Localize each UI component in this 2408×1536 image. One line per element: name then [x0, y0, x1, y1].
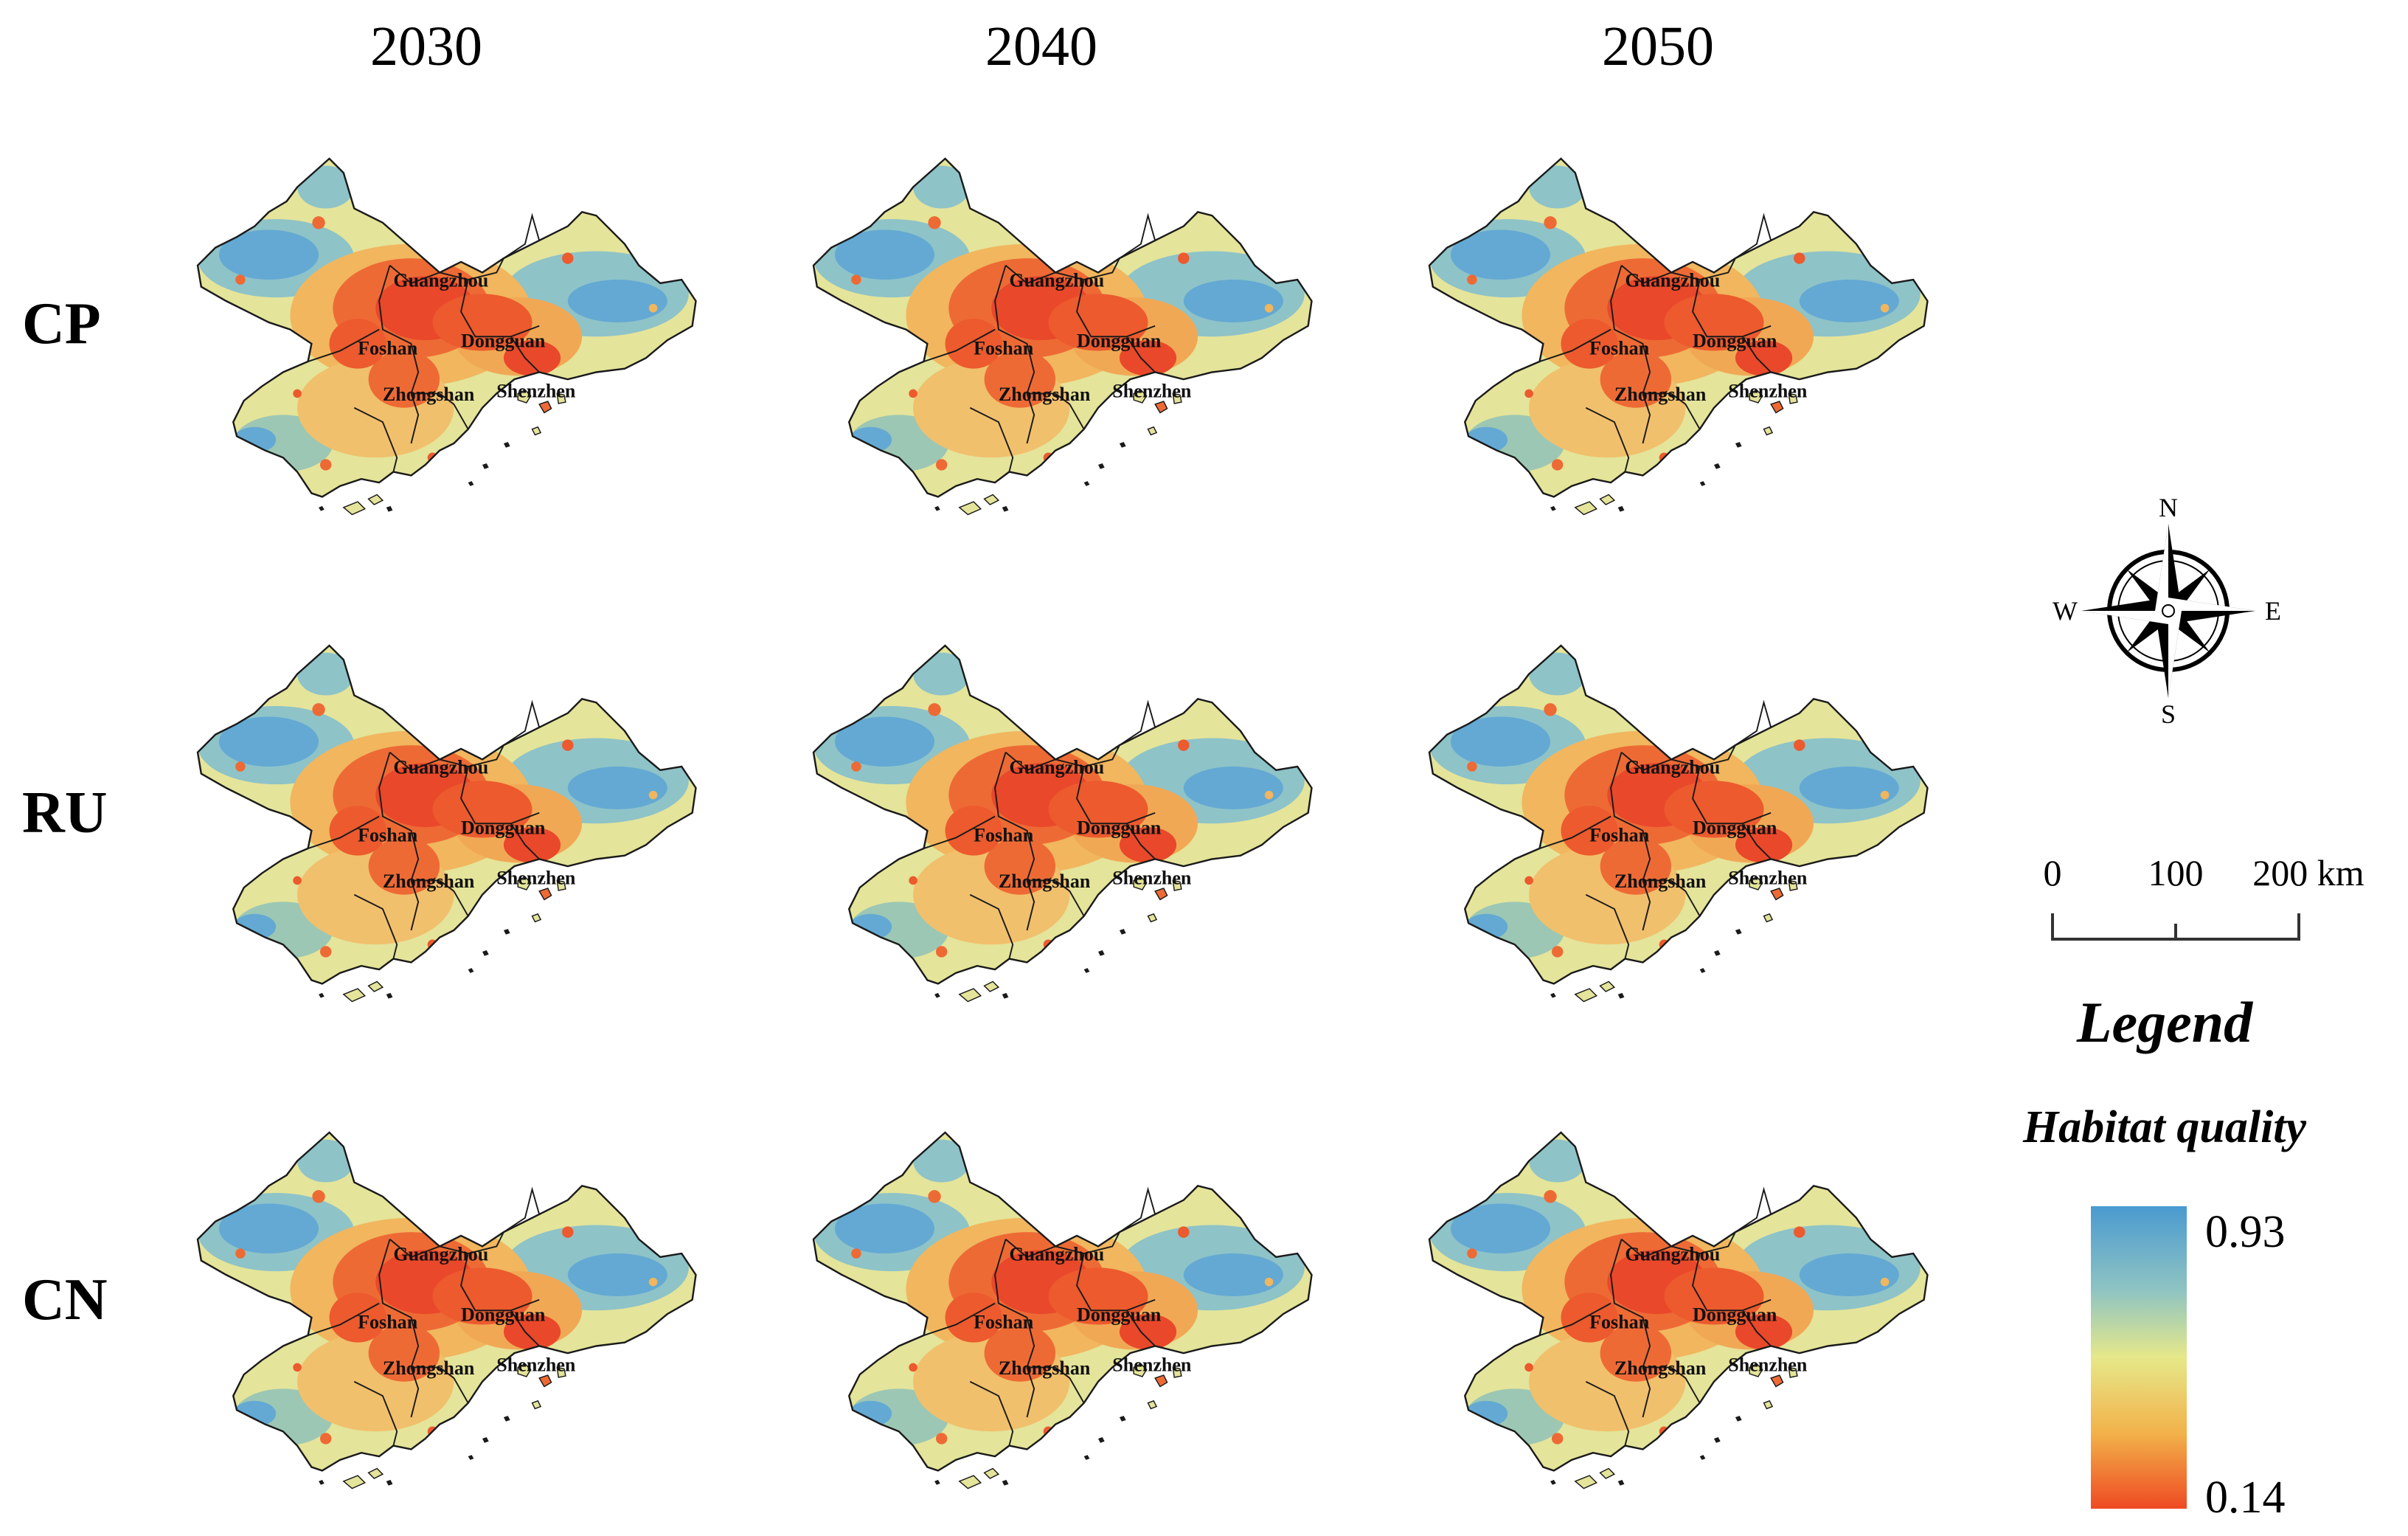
city-label-foshan: Foshan — [1589, 824, 1650, 845]
compass-south: S — [2161, 699, 2176, 729]
scale-bar: 0 100 200 km — [2044, 852, 2364, 941]
city-label-guangzhou: Guangzhou — [1625, 757, 1720, 778]
map-raster — [813, 159, 1326, 515]
habitat-map-ru-2030: Guangzhou Foshan Dongguan Zhongshan Shenzhen — [198, 646, 710, 1002]
habitat-map-cp-2030: Guangzhou Foshan Dongguan Zhongshan Shenzhen — [198, 159, 710, 515]
scale-tick-200: 200 km — [2252, 852, 2364, 893]
city-label-foshan: Foshan — [974, 824, 1034, 845]
city-label-guangzhou: Guangzhou — [393, 270, 488, 291]
row-label-ru: RU — [22, 781, 108, 845]
city-label-foshan: Foshan — [974, 337, 1034, 359]
city-label-shenzhen: Shenzhen — [1112, 1354, 1192, 1375]
city-label-zhongshan: Zhongshan — [383, 871, 475, 892]
city-label-dongguan: Dongguan — [1077, 331, 1162, 352]
map-grid: Guangzhou Foshan Dongguan Zhongshan Shenzhen… — [198, 159, 1942, 1489]
map-raster — [198, 646, 710, 1002]
column-header-2050: 2050 — [1602, 15, 1714, 77]
legend-color-ramp — [2091, 1206, 2187, 1509]
habitat-map-cn-2030: Guangzhou Foshan Dongguan Zhongshan Shenzhen — [198, 1132, 710, 1489]
map-raster — [198, 159, 710, 515]
legend-min: 0.14 — [2205, 1473, 2286, 1523]
habitat-map-ru-2050: Guangzhou Foshan Dongguan Zhongshan Shenzhen — [1429, 646, 1942, 1002]
city-label-dongguan: Dongguan — [1693, 817, 1777, 839]
city-label-foshan: Foshan — [358, 1311, 418, 1332]
compass-north: N — [2159, 493, 2178, 522]
legend: Legend Habitat quality 0.93 0.14 — [2022, 990, 2307, 1523]
city-label-zhongshan: Zhongshan — [999, 1357, 1091, 1379]
city-label-zhongshan: Zhongshan — [1614, 871, 1707, 892]
city-label-zhongshan: Zhongshan — [1614, 1357, 1707, 1379]
city-label-shenzhen: Shenzhen — [1112, 380, 1192, 401]
city-label-zhongshan: Zhongshan — [999, 871, 1091, 892]
scale-tick-0: 0 — [2044, 852, 2062, 893]
city-label-shenzhen: Shenzhen — [496, 1354, 576, 1375]
city-label-dongguan: Dongguan — [1693, 331, 1777, 352]
compass-east: E — [2265, 596, 2281, 626]
habitat-map-cn-2050: Guangzhou Foshan Dongguan Zhongshan Shenzhen — [1429, 1132, 1942, 1489]
city-label-guangzhou: Guangzhou — [1625, 1244, 1720, 1265]
compass-west: W — [2053, 596, 2078, 626]
city-label-shenzhen: Shenzhen — [1728, 1354, 1808, 1375]
city-label-foshan: Foshan — [974, 1311, 1034, 1332]
column-header-2030: 2030 — [370, 15, 482, 77]
row-label-cp: CP — [22, 291, 101, 356]
city-label-zhongshan: Zhongshan — [999, 384, 1091, 405]
map-raster — [1429, 159, 1942, 515]
city-label-dongguan: Dongguan — [461, 1304, 546, 1326]
row-labels: CP RU CN — [22, 291, 108, 1332]
city-label-guangzhou: Guangzhou — [393, 1244, 488, 1265]
city-label-zhongshan: Zhongshan — [1614, 384, 1707, 405]
city-label-dongguan: Dongguan — [461, 817, 546, 839]
city-label-shenzhen: Shenzhen — [1728, 380, 1808, 401]
city-label-guangzhou: Guangzhou — [1009, 1244, 1104, 1265]
city-label-shenzhen: Shenzhen — [1112, 867, 1192, 888]
city-label-shenzhen: Shenzhen — [1728, 867, 1808, 888]
row-label-cn: CN — [22, 1267, 108, 1332]
city-label-zhongshan: Zhongshan — [383, 1357, 475, 1379]
city-label-guangzhou: Guangzhou — [1625, 270, 1720, 291]
column-headers: 2030 2040 2050 — [370, 15, 1714, 77]
city-label-zhongshan: Zhongshan — [383, 384, 475, 405]
city-label-foshan: Foshan — [358, 824, 418, 845]
legend-variable: Habitat quality — [2022, 1102, 2307, 1152]
city-label-guangzhou: Guangzhou — [393, 757, 488, 778]
scale-tick-100: 100 — [2148, 852, 2204, 893]
legend-max: 0.93 — [2205, 1207, 2286, 1257]
map-raster — [813, 1132, 1326, 1489]
habitat-map-ru-2040: Guangzhou Foshan Dongguan Zhongshan Shenzhen — [813, 646, 1326, 1002]
habitat-map-cp-2040: Guangzhou Foshan Dongguan Zhongshan Shenzhen — [813, 159, 1326, 515]
map-raster — [198, 1132, 710, 1489]
city-label-foshan: Foshan — [358, 337, 418, 359]
column-header-2040: 2040 — [985, 15, 1097, 77]
city-label-dongguan: Dongguan — [1077, 817, 1162, 839]
map-raster — [1429, 646, 1942, 1002]
map-raster — [813, 646, 1326, 1002]
city-label-guangzhou: Guangzhou — [1009, 270, 1104, 291]
habitat-map-cn-2040: Guangzhou Foshan Dongguan Zhongshan Shenzhen — [813, 1132, 1326, 1489]
city-label-shenzhen: Shenzhen — [496, 867, 576, 888]
city-label-dongguan: Dongguan — [461, 331, 546, 352]
north-arrow-icon: N S E W — [2053, 493, 2281, 729]
city-label-foshan: Foshan — [1589, 1311, 1650, 1332]
city-label-foshan: Foshan — [1589, 337, 1650, 359]
habitat-map-cp-2050: Guangzhou Foshan Dongguan Zhongshan Shenzhen — [1429, 159, 1942, 515]
legend-title: Legend — [2076, 990, 2253, 1054]
city-label-dongguan: Dongguan — [1693, 1304, 1777, 1326]
map-raster — [1429, 1132, 1942, 1489]
city-label-shenzhen: Shenzhen — [496, 380, 576, 401]
city-label-dongguan: Dongguan — [1077, 1304, 1162, 1326]
city-label-guangzhou: Guangzhou — [1009, 757, 1104, 778]
